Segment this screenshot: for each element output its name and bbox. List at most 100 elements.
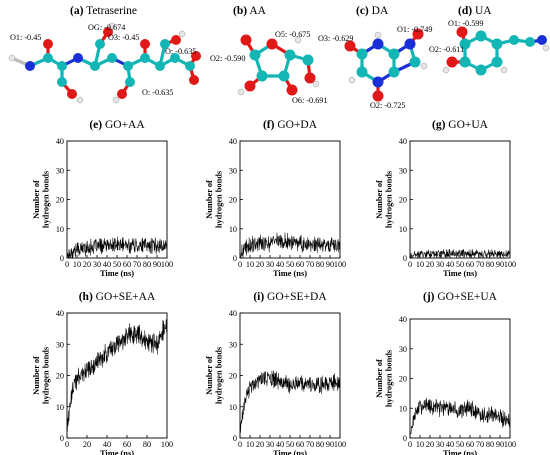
molecule-panel-c: (c) DA	[318, 5, 432, 110]
x-tick-label-i-20: 20	[256, 440, 264, 449]
x-tick-label-f-70: 70	[306, 260, 314, 269]
x-tick-label-j-0: 0	[408, 440, 412, 449]
chart-title-f: (f) GO+DA	[263, 119, 318, 131]
molecule-panel-b: (b) AA O5: -0.675 O2:	[210, 5, 327, 105]
chart-letter-j: (j)	[423, 291, 435, 303]
x-tick-label-j-80: 80	[486, 440, 494, 449]
x-tick-label-j-60: 60	[466, 440, 474, 449]
x-axis-label-g: Time (ns)	[443, 269, 477, 278]
x-tick-label-i-50: 50	[286, 440, 294, 449]
atom-label-o3: O3: -0.45	[108, 33, 139, 42]
series-line-f	[240, 232, 341, 259]
atom-label-o1-da: O1: -0.749	[397, 25, 432, 34]
x-tick-label-e-100: 100	[161, 260, 173, 269]
x-tick-label-e-20: 20	[83, 260, 91, 269]
x-tick-label-h-40: 40	[103, 440, 111, 449]
chart-title-e: (e) GO+AA	[89, 119, 145, 131]
x-tick-label-j-30: 30	[436, 440, 444, 449]
x-tick-label-g-20: 20	[426, 260, 434, 269]
atom-label-o6: O6: -0.691	[292, 96, 327, 105]
y-axis-label-line1-h: Number of	[32, 356, 41, 395]
y-axis-label-line2-j: hydrogen bonds	[384, 349, 393, 407]
plot-frame-g	[409, 140, 511, 259]
y-axis-label-e: Number ofhydrogen bonds	[32, 170, 50, 228]
x-tick-label-i-100: 100	[334, 440, 346, 449]
y-axis-label-line1-g: Number of	[375, 180, 384, 219]
x-tick-label-h-60: 60	[123, 440, 131, 449]
chart-e: (e) GO+AA0 10 20 30 40 50 60 70 80 90 100010203040…	[32, 119, 173, 278]
y-axis-label-line2-f: hydrogen bonds	[214, 170, 223, 228]
x-tick-label-e-80: 80	[143, 260, 151, 269]
y-tick-label-j-40: 40	[399, 315, 407, 324]
chart-title-j: (j) GO+SE+UA	[423, 291, 498, 303]
y-tick-label-h-30: 30	[56, 340, 64, 349]
x-tick-label-f-30: 30	[266, 260, 274, 269]
y-axis-label-line2-h: hydrogen bonds	[41, 346, 50, 404]
x-tick-label-j-90: 90	[496, 440, 504, 449]
y-tick-label-i-0: 0	[233, 434, 237, 443]
x-tick-label-g-80: 80	[486, 260, 494, 269]
y-tick-label-j-0: 0	[403, 434, 407, 443]
series-line-g	[409, 248, 511, 259]
series-line-j	[409, 397, 511, 435]
atom-label-o2-da: O2: -0.725	[370, 101, 405, 110]
plot-frame-e	[66, 140, 168, 259]
chart-g: (g) GO+UA0 10 20 30 40 50 60 70 80 90 100010203040…	[375, 119, 516, 278]
molecule-title-d: (d) UA	[458, 5, 492, 17]
y-axis-label-line2-g: hydrogen bonds	[384, 170, 393, 228]
series-line-e	[66, 236, 168, 259]
y-tick-label-h-40: 40	[56, 309, 64, 318]
chart-j: (j) GO+SE+UA0 10 20 30 40 50 60 70 80 90 100010203…	[375, 291, 516, 455]
molecule-title-c: (c) DA	[356, 5, 389, 17]
x-tick-label-f-10: 10	[246, 260, 254, 269]
atom-label-o-a: O: -0.635	[165, 47, 196, 56]
y-tick-label-g-40: 40	[399, 137, 407, 146]
x-tick-label-j-70: 70	[476, 440, 484, 449]
y-axis-label-f: Number ofhydrogen bonds	[205, 170, 223, 228]
x-axis-label-f: Time (ns)	[273, 269, 307, 278]
y-tick-label-i-10: 10	[229, 403, 237, 412]
chart-title-i: (i) GO+SE+DA	[253, 291, 327, 303]
x-tick-label-i-90: 90	[326, 440, 334, 449]
x-tick-label-h-80: 80	[143, 440, 151, 449]
x-axis-label-i: Time (ns)	[273, 449, 307, 455]
y-tick-label-h-10: 10	[56, 403, 64, 412]
y-axis-label-line1-e: Number of	[32, 180, 41, 219]
x-tick-label-f-50: 50	[286, 260, 294, 269]
x-tick-label-f-90: 90	[326, 260, 334, 269]
y-tick-label-g-20: 20	[399, 196, 407, 205]
y-tick-label-h-0: 0	[60, 434, 64, 443]
molecule-panel-a: (a) Tetraserine	[8, 5, 201, 104]
molecule-title-b: (b) AA	[233, 5, 267, 17]
chart-title-text-e: GO+AA	[102, 119, 145, 131]
y-tick-label-f-20: 20	[229, 196, 237, 205]
y-tick-label-f-30: 30	[229, 166, 237, 175]
y-axis-label-j: Number ofhydrogen bonds	[375, 349, 393, 407]
chart-f: (f) GO+DA0 10 20 30 40 50 60 70 80 90 100010203040…	[205, 119, 346, 278]
x-tick-label-i-70: 70	[306, 440, 314, 449]
x-tick-label-g-0: 0	[408, 260, 412, 269]
y-tick-label-i-40: 40	[229, 309, 237, 318]
charts-layer: (e) GO+AA0 10 20 30 40 50 60 70 80 90 100010203040…	[32, 119, 516, 455]
y-tick-label-e-0: 0	[60, 254, 64, 263]
y-tick-label-g-0: 0	[403, 254, 407, 263]
x-tick-label-e-70: 70	[133, 260, 141, 269]
x-tick-label-e-0: 0	[65, 260, 69, 269]
x-tick-label-g-30: 30	[436, 260, 444, 269]
y-tick-label-e-10: 10	[56, 225, 64, 234]
x-tick-label-f-40: 40	[276, 260, 284, 269]
atom-label-og: OG: -0.674	[88, 23, 125, 32]
chart-title-text-j: GO+SE+UA	[435, 291, 498, 303]
atom-label-o-b: O: -0.635	[142, 88, 173, 97]
y-axis-label-line1-i: Number of	[205, 356, 214, 395]
y-tick-label-f-40: 40	[229, 137, 237, 146]
series-line-i	[239, 370, 341, 433]
x-tick-label-j-40: 40	[446, 440, 454, 449]
x-tick-label-g-10: 10	[416, 260, 424, 269]
x-tick-label-i-80: 80	[316, 440, 324, 449]
atom-label-o2-ua: O2: -0.611	[429, 45, 464, 54]
x-tick-label-e-40: 40	[103, 260, 111, 269]
x-tick-label-g-90: 90	[496, 260, 504, 269]
x-tick-label-i-30: 30	[266, 440, 274, 449]
